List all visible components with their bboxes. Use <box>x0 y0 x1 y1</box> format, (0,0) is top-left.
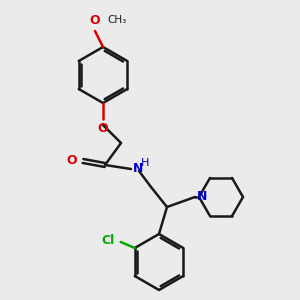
Text: CH₃: CH₃ <box>107 15 126 25</box>
Text: N: N <box>197 190 207 202</box>
Text: N: N <box>133 161 143 175</box>
Text: O: O <box>90 14 100 27</box>
Text: O: O <box>98 122 108 135</box>
Text: O: O <box>66 154 77 167</box>
Text: Cl: Cl <box>101 233 115 247</box>
Text: H: H <box>141 158 149 168</box>
